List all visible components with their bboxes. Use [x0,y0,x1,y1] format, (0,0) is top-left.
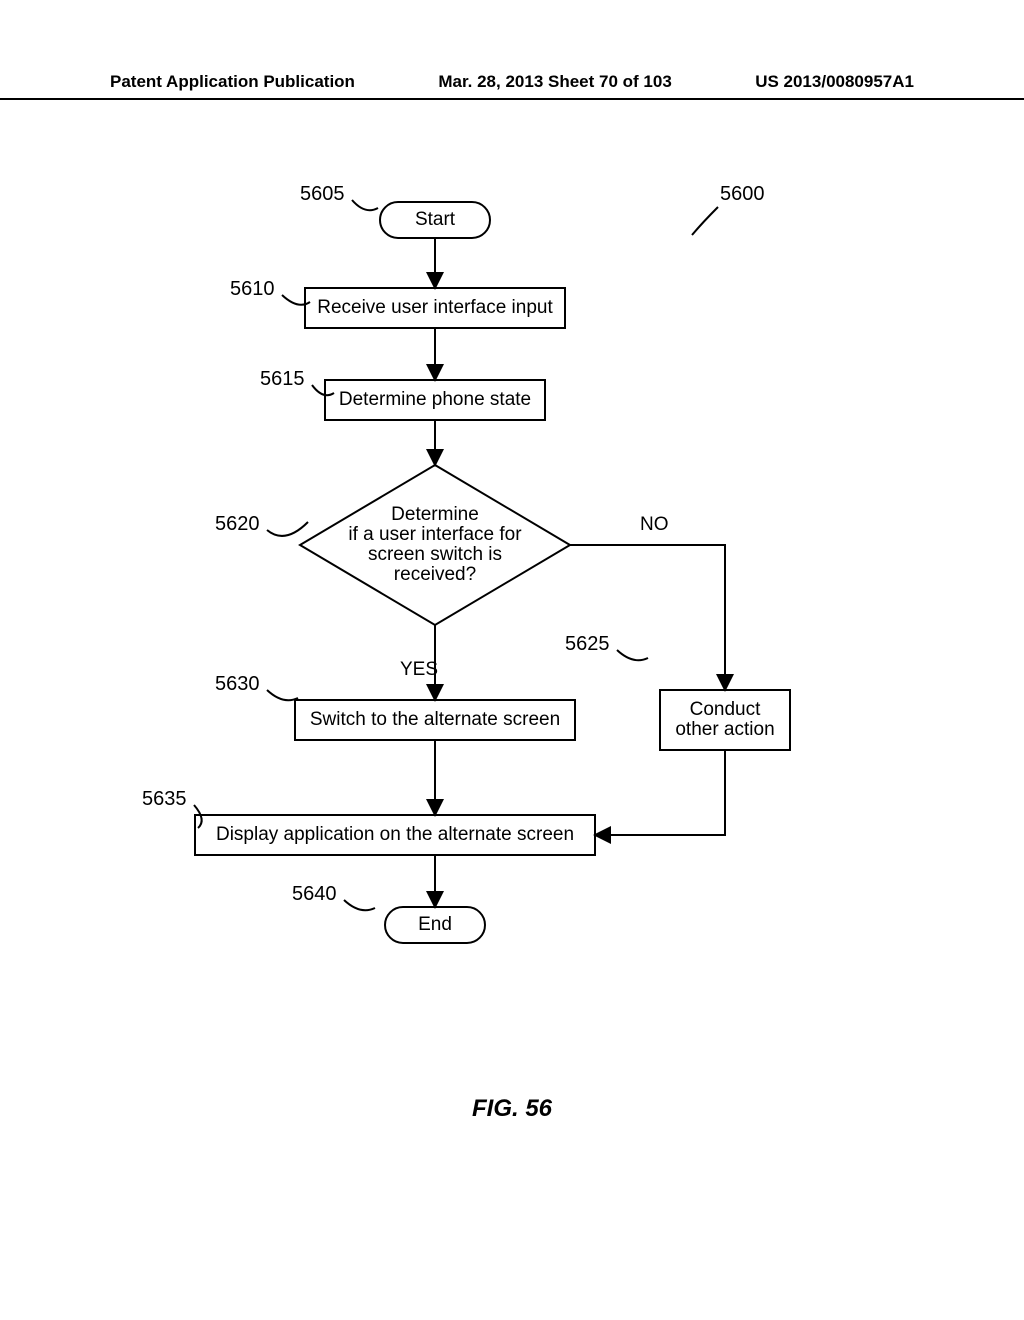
ref-num-5605: 5605 [300,183,345,205]
ref-num-5610: 5610 [230,278,275,300]
figure-label: FIG. 56 [0,1095,1024,1123]
ref-num-5625: 5625 [565,633,610,655]
node-text-state: Determine phone state [339,389,531,410]
node-text-decide: if a user interface for [348,524,522,545]
node-text-start: Start [415,209,456,230]
node-text-switch: Switch to the alternate screen [310,709,560,730]
ref-hook-5630 [267,690,298,700]
node-text-end: End [418,914,452,935]
ref-num-5635: 5635 [142,788,187,810]
edge-label-yes: YES [400,659,438,680]
ref-num-5615: 5615 [260,368,305,390]
node-text-other: Conduct [690,699,761,720]
ref-hook-5600 [692,207,718,235]
node-text-decide: Determine [391,504,479,525]
ref-hook-5620 [267,522,308,536]
ref-num-5620: 5620 [215,513,260,535]
ref-num-5600: 5600 [720,183,765,205]
ref-num-5640: 5640 [292,883,337,905]
ref-hook-5605 [352,200,378,210]
ref-num-5630: 5630 [215,673,260,695]
edge-other-display [595,750,725,835]
node-text-decide: received? [394,564,476,585]
node-text-other: other action [675,719,774,740]
edge-decide-other [570,545,725,690]
edge-label-no: NO [640,514,669,535]
node-text-recv: Receive user interface input [317,297,553,318]
ref-hook-5625 [617,650,648,660]
node-text-decide: screen switch is [368,544,502,565]
ref-hook-5640 [344,900,375,910]
node-text-display: Display application on the alternate scr… [216,824,574,845]
